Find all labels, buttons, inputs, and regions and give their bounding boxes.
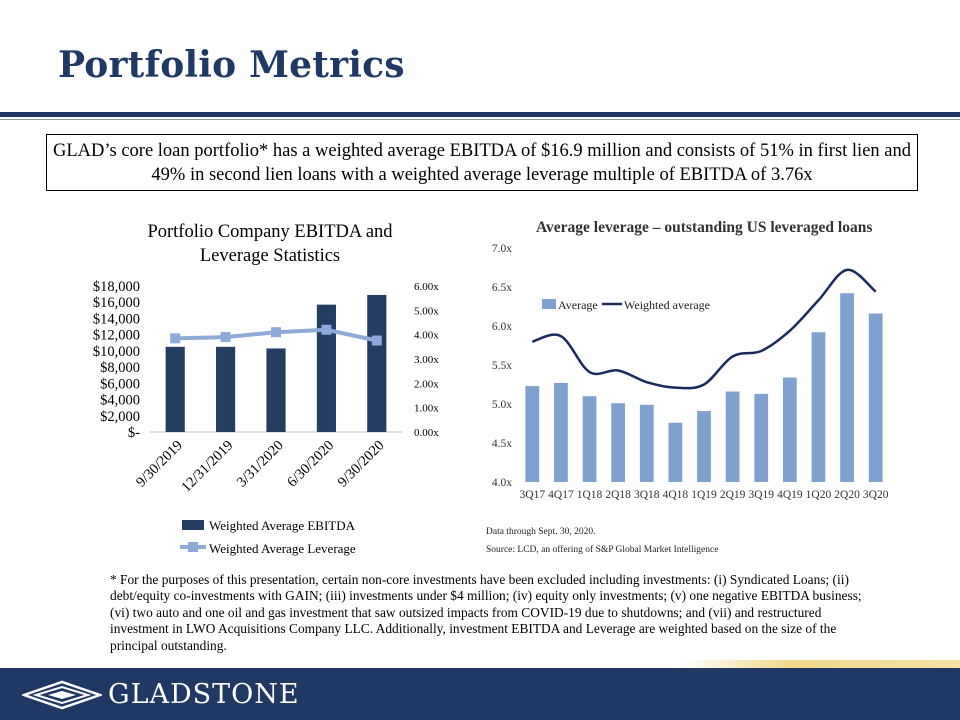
ebitda-leverage-chart: Portfolio Company EBITDA and Leverage St… [93, 222, 439, 556]
title-rule [0, 112, 960, 117]
average-bar [811, 332, 826, 482]
legend-label-weighted: Weighted average [624, 298, 710, 312]
footer-band [0, 668, 960, 720]
x-tick-label: 2Q20 [834, 489, 860, 501]
average-bar [725, 391, 740, 482]
x-tick-label: 9/30/2020 [335, 438, 388, 491]
x-tick-label: 1Q20 [806, 489, 832, 501]
y-left-tick-label: $6,000 [100, 376, 140, 392]
leverage-point [271, 327, 281, 338]
average-bar [782, 377, 797, 482]
y-right-tick-label: 6.00x [414, 281, 439, 293]
weighted-average-line [531, 268, 877, 390]
y-left-tick-label: $2,000 [100, 409, 140, 425]
page-number: Page 7 [889, 686, 942, 702]
x-tick-label: 3Q18 [634, 489, 660, 501]
y-tick-label: 6.0x [492, 321, 512, 333]
page-title: Portfolio Metrics [58, 44, 405, 86]
x-tick-label: 2Q19 [720, 489, 746, 501]
x-tick-label: 3Q19 [748, 489, 774, 501]
y-left-tick-label: $4,000 [100, 393, 140, 409]
summary-box: GLAD’s core loan portfolio* has a weight… [46, 134, 918, 191]
y-right-tick-label: 0.00x [414, 427, 439, 439]
ebitda-bar [316, 304, 336, 432]
x-tick-label: 4Q17 [548, 489, 574, 501]
chart-title-line-1: Portfolio Company EBITDA and [147, 222, 393, 242]
x-tick-label: 9/30/2019 [133, 438, 186, 491]
x-tick-label: 12/31/2019 [178, 438, 236, 496]
average-bar [697, 411, 711, 482]
chart-title-line-2: Leverage Statistics [200, 246, 340, 266]
legend-marker-leverage [188, 542, 198, 552]
leverage-point [170, 333, 181, 344]
x-tick-label: 1Q18 [577, 489, 603, 501]
average-bar [840, 293, 854, 482]
y-left-tick-label: $- [128, 425, 140, 441]
us-leveraged-loans-chart: Average leverage – outstanding US levera… [486, 219, 889, 555]
x-tick-label: 4Q19 [777, 489, 803, 501]
chart-title: Average leverage – outstanding US levera… [536, 219, 872, 236]
ebitda-bar [266, 348, 286, 432]
average-bar [668, 422, 683, 482]
average-bar [554, 382, 568, 482]
leverage-point [220, 332, 231, 343]
ebitda-bar [367, 294, 387, 432]
y-right-tick-label: 1.00x [414, 403, 439, 415]
y-right-tick-label: 3.00x [414, 354, 439, 366]
average-bar [611, 403, 626, 482]
chart-note-data-through: Data through Sept. 30, 2020. [486, 527, 596, 537]
y-tick-label: 4.0x [492, 477, 512, 489]
x-tick-label: 3Q20 [863, 489, 889, 501]
y-right-tick-label: 5.00x [414, 305, 439, 317]
legend-label-average: Average [558, 298, 598, 312]
y-left-tick-label: $12,000 [93, 328, 140, 344]
x-tick-label: 6/30/2020 [284, 438, 337, 491]
y-left-tick-label: $10,000 [93, 344, 140, 360]
y-left-tick-label: $18,000 [93, 279, 140, 295]
leverage-point [371, 335, 382, 346]
legend-swatch-average [542, 299, 556, 309]
y-left-tick-label: $16,000 [93, 295, 140, 311]
y-tick-label: 7.0x [492, 243, 512, 255]
x-tick-label: 3/31/2020 [234, 438, 287, 491]
legend-label-leverage: Weighted Average Leverage [209, 541, 356, 556]
x-tick-label: 3Q17 [520, 489, 546, 501]
footer-gold-accent [680, 660, 960, 668]
y-tick-label: 5.5x [492, 360, 512, 372]
y-left-tick-label: $14,000 [93, 311, 140, 327]
legend-label-ebitda: Weighted Average EBITDA [209, 518, 356, 533]
ebitda-bar [216, 346, 236, 432]
gladstone-logo-icon [22, 680, 102, 710]
leverage-point [321, 324, 332, 335]
average-bar [639, 404, 654, 482]
chart-note-source: Source: LCD, an offering of S&P Global M… [486, 544, 718, 555]
average-bar [582, 396, 597, 482]
x-tick-label: 4Q18 [663, 489, 689, 501]
average-bar [868, 313, 883, 482]
footnote: * For the purposes of this presentation,… [110, 572, 862, 653]
ebitda-bar [165, 346, 185, 432]
y-tick-label: 4.5x [492, 438, 512, 450]
average-bar [754, 393, 769, 482]
legend-swatch-ebitda [182, 520, 204, 530]
brand-name: GLADSTONE [108, 679, 300, 710]
x-tick-label: 1Q19 [691, 489, 717, 501]
average-bar [525, 386, 540, 482]
y-right-tick-label: 2.00x [414, 378, 439, 390]
y-left-tick-label: $8,000 [100, 360, 140, 376]
x-tick-label: 2Q18 [605, 489, 631, 501]
y-tick-label: 5.0x [492, 399, 512, 411]
y-tick-label: 6.5x [492, 282, 512, 294]
y-right-tick-label: 4.00x [414, 330, 439, 342]
title-rule-thin [0, 119, 960, 120]
